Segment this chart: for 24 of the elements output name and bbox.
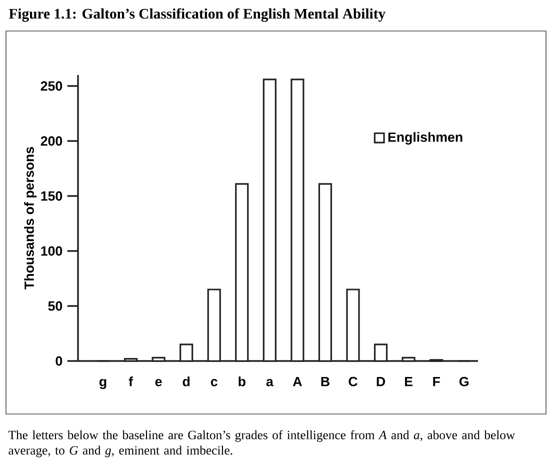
- text: The letters below the baseline are Galton’s grades of intelligence from A and a, above and below average, to G and g, eminent and imbecile.: [8, 430, 516, 458]
- x-tick-label: B: [321, 376, 330, 386]
- x-tick-label: f: [128, 376, 134, 386]
- x-tick-label: D: [376, 376, 386, 386]
- x-tick-label: F: [433, 376, 440, 386]
- y-tick-label: 50: [48, 301, 62, 311]
- x-tick-label: A: [292, 376, 302, 386]
- x-tick-label: C: [348, 376, 358, 386]
- x-tick-label: G: [459, 376, 468, 386]
- x-tick-label: a: [266, 378, 274, 386]
- x-tick-label: e: [155, 378, 162, 386]
- y-tick-label: 200: [40, 136, 62, 146]
- x-tick-label: b: [238, 376, 246, 386]
- x-tick-label: d: [182, 376, 190, 386]
- y-tick-label: 100: [41, 246, 62, 256]
- y-tick-label: 150: [41, 191, 62, 201]
- y-axis-title: Thousands of persons: [24, 147, 37, 290]
- x-tick-label: E: [405, 376, 412, 386]
- x-tick-label: g: [99, 378, 106, 389]
- y-tick-label: 250: [40, 81, 62, 91]
- chart-title: Figure 1.1: Galton’s Classification of English Mental Ability: [8, 8, 386, 22]
- legend-label: Englishmen: [388, 132, 462, 145]
- x-tick-label: c: [210, 378, 218, 386]
- y-tick-label: 0: [56, 356, 62, 366]
